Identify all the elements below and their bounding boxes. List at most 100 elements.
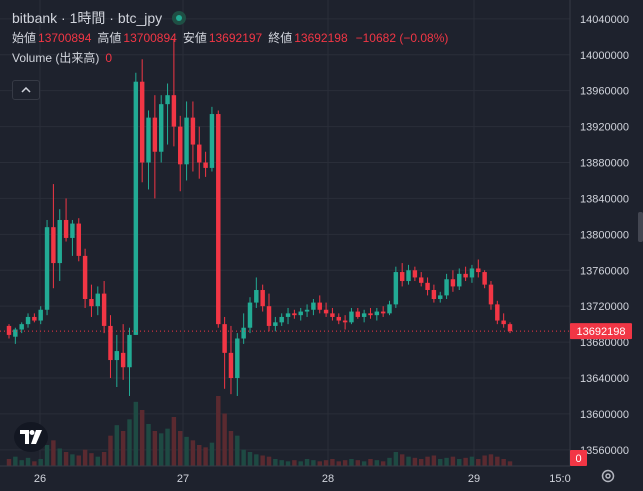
symbol-title[interactable]: bitbank · 1時間 · btc_jpy <box>12 10 163 26</box>
volume-badge-value: 0 <box>575 453 581 465</box>
volume-bar <box>368 459 373 466</box>
volume-bar <box>6 459 12 466</box>
volume-bar <box>209 442 215 466</box>
candle-body <box>120 352 126 368</box>
volume-bar <box>463 457 468 466</box>
volume-legend-row[interactable]: Volume (出来高) 0 <box>12 48 448 68</box>
candle-body <box>323 309 329 314</box>
volume-bar <box>298 461 303 466</box>
price-tick-label: 13840000 <box>580 193 629 205</box>
time-tick-label: 15:0 <box>549 473 570 485</box>
price-tick-label: 13960000 <box>580 86 629 98</box>
volume-bar <box>146 424 151 466</box>
volume-bar <box>450 456 456 466</box>
volume-bar <box>44 445 50 466</box>
volume-bar <box>32 461 37 466</box>
candle-body <box>70 223 75 238</box>
chart-grid <box>0 0 570 466</box>
candle-body <box>425 282 430 291</box>
close-label: 終値 <box>268 31 293 45</box>
candle-body <box>165 95 170 105</box>
volume-bar <box>51 440 56 466</box>
chart-settings-button[interactable] <box>598 468 618 486</box>
price-axis-scrollbar[interactable] <box>638 212 643 242</box>
candle-body <box>298 311 303 316</box>
volume-bar <box>152 431 158 466</box>
chevron-up-icon <box>21 87 31 93</box>
volume-bar <box>76 455 81 466</box>
volume-bar <box>457 459 462 466</box>
price-tick-label: 13680000 <box>580 337 629 349</box>
volume-bar <box>101 452 107 466</box>
change-value: −10682 (−0.08%) <box>355 31 449 45</box>
candle-body <box>457 273 462 287</box>
candle-body <box>76 223 81 256</box>
volume-bar <box>266 456 272 466</box>
volume-bar <box>89 453 94 466</box>
volume-bar <box>260 455 265 466</box>
candle-body <box>330 313 335 317</box>
candle-body <box>184 117 189 165</box>
volume-bar <box>507 461 513 466</box>
volume-bar <box>476 459 481 466</box>
candle-body <box>203 162 208 168</box>
collapse-legend-button[interactable] <box>12 80 40 100</box>
high-value: 13700894 <box>123 31 177 45</box>
candle-body <box>361 313 367 317</box>
price-tick-label: 13640000 <box>580 373 629 385</box>
volume-bar <box>425 456 430 466</box>
candle-body <box>197 144 202 163</box>
high-label: 高値 <box>97 31 122 45</box>
price-tick-label: 14000000 <box>580 50 629 62</box>
volume-bar <box>235 435 240 466</box>
gear-icon <box>601 469 615 483</box>
candlestick-series <box>6 38 513 396</box>
candle-body <box>216 114 221 325</box>
candle-body <box>133 81 139 335</box>
time-tick-label: 29 <box>468 473 480 485</box>
volume-bar <box>178 431 183 466</box>
candle-body <box>495 304 500 321</box>
candle-body <box>374 311 380 316</box>
candle-body <box>266 306 272 326</box>
candle-body <box>146 117 151 163</box>
volume-bar <box>431 455 437 466</box>
candle-body <box>444 279 449 296</box>
volume-bar <box>19 460 24 466</box>
tradingview-logo[interactable] <box>14 422 48 452</box>
volume-bar <box>95 456 101 466</box>
volume-bar <box>222 413 227 466</box>
candle-body <box>412 270 418 278</box>
candle-body <box>254 290 259 303</box>
volume-bar <box>482 455 487 466</box>
candle-body <box>311 302 316 310</box>
candle-body <box>368 313 373 316</box>
open-value: 13700894 <box>38 31 92 45</box>
volume-bar <box>342 460 348 466</box>
candle-body <box>178 126 183 165</box>
candle-body <box>63 219 69 238</box>
candle-body <box>387 304 392 314</box>
volume-bar <box>190 440 196 466</box>
volume-bar <box>330 459 335 466</box>
candle-body <box>32 316 37 321</box>
volume-bar <box>438 459 443 466</box>
candle-body <box>127 334 132 368</box>
volume-bar <box>361 461 367 466</box>
volume-bars <box>6 396 513 466</box>
volume-bar <box>488 454 494 466</box>
candle-body <box>228 352 234 379</box>
candle-body <box>222 324 227 353</box>
volume-bar <box>317 461 322 466</box>
volume-bar <box>171 417 177 466</box>
candle-body <box>399 272 405 282</box>
volume-bar <box>323 460 329 466</box>
candle-body <box>89 298 94 307</box>
candle-body <box>38 309 43 321</box>
low-value: 13692197 <box>208 31 263 45</box>
volume-bar <box>165 428 170 466</box>
volume-badge: 0 <box>570 450 587 466</box>
candle-body <box>57 219 62 264</box>
candle-body <box>304 309 310 312</box>
